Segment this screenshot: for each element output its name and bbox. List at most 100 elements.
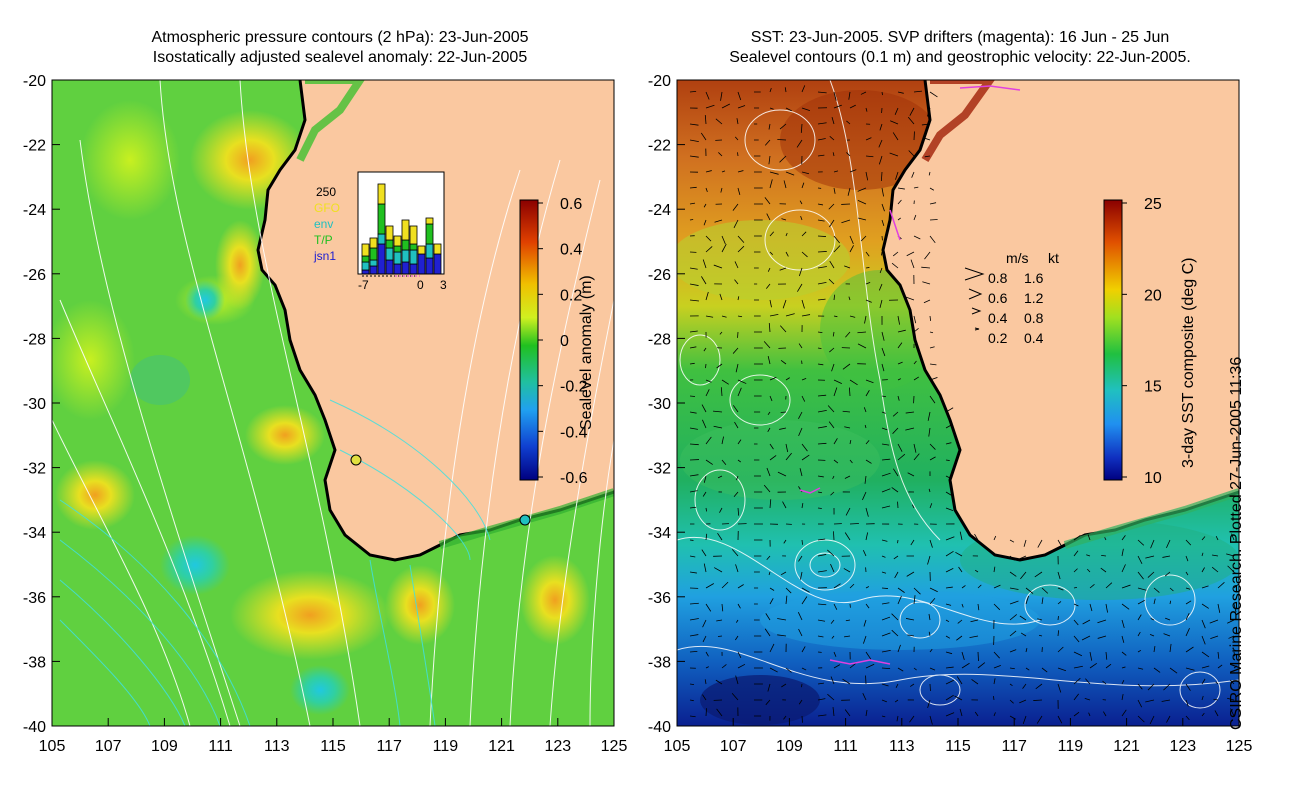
left-xtick-label: 125 (601, 738, 628, 755)
velocity-arrow (1073, 635, 1080, 643)
velocity-arrow (829, 347, 835, 353)
velocity-arrow (721, 459, 727, 466)
velocity-arrow (689, 330, 698, 333)
velocity-arrow (833, 91, 837, 101)
velocity-arrow (865, 379, 874, 384)
right-xtick-label: 125 (1226, 738, 1253, 755)
velocity-arrow (833, 294, 836, 301)
right-title-line1: SST: 23-Jun-2005. SVP drifters (magenta)… (750, 29, 1170, 46)
velocity-arrow (865, 282, 871, 285)
inset-bar-segment (409, 249, 418, 265)
velocity-arrow (958, 566, 963, 573)
velocity-arrow (769, 231, 775, 237)
velocity-arrow (713, 410, 723, 413)
velocity-arrow (897, 395, 900, 401)
velocity-arrow (945, 424, 953, 429)
velocity-arrow (832, 707, 835, 717)
velocity-arrow (702, 491, 707, 497)
inset-bar-segment (401, 249, 410, 263)
velocity-arrow (1057, 646, 1064, 653)
velocity-arrow (945, 666, 954, 669)
velocity-arrow (945, 568, 954, 573)
velocity-arrow (732, 203, 739, 211)
velocity-arrow (801, 171, 810, 175)
velocity-arrow (892, 276, 899, 285)
velocity-arrow (1201, 678, 1206, 685)
velocity-arrow (1073, 535, 1081, 541)
velocity-arrow (1137, 614, 1142, 621)
velocity-arrow (801, 667, 807, 671)
right-ytick-label: -26 (648, 267, 671, 284)
velocity-arrow (720, 187, 723, 193)
velocity-arrow (865, 507, 869, 517)
velocity-arrow (817, 714, 827, 717)
velocity-arrow (1121, 679, 1125, 685)
velocity-arrow (1009, 539, 1015, 543)
velocity-arrow (827, 405, 835, 413)
left-xtick-label: 117 (376, 738, 402, 755)
inset-bar-segment (361, 269, 370, 275)
velocity-arrow (974, 569, 979, 573)
velocity-arrow (897, 378, 901, 381)
sla-colorbar-tick: 0.2 (560, 287, 582, 304)
velocity-arrow (929, 715, 933, 725)
velocity-arrow (721, 603, 724, 612)
left-ytick-label: -34 (23, 525, 46, 542)
velocity-arrow (705, 436, 712, 445)
velocity-arrow (1185, 600, 1192, 605)
velocity-arrow (907, 472, 915, 477)
velocity-arrow (714, 567, 723, 573)
left-xtick-label: 105 (39, 738, 66, 755)
velocity-arrow (689, 283, 699, 286)
velocity-arrow (1022, 715, 1027, 725)
velocity-arrow (1153, 667, 1161, 673)
velocity-arrow (862, 550, 867, 557)
inset-bar-segment (401, 261, 410, 275)
velocity-arrow (1121, 619, 1125, 629)
sla-colorbar (519, 199, 539, 481)
velocity-arrow (911, 504, 915, 509)
velocity-arrow (1121, 651, 1127, 656)
velocity-arrow (881, 91, 883, 96)
velocity-arrow (961, 651, 965, 661)
velocity-arrow (1169, 587, 1174, 592)
velocity-arrow (713, 425, 723, 429)
velocity-arrow (879, 123, 883, 131)
velocity-arrow (863, 635, 867, 644)
velocity-arrow (705, 91, 710, 100)
velocity-arrow (907, 634, 915, 637)
left-ytick-label: -26 (23, 267, 46, 284)
left-title-line2: Isostatically adjusted sealevel anomaly:… (152, 49, 528, 66)
velocity-arrow (945, 635, 951, 639)
velocity-arrow (959, 531, 963, 541)
velocity-arrow (913, 453, 920, 461)
velocity-arrow (817, 235, 827, 237)
inset-bar-segment (377, 233, 386, 245)
velocity-arrow (894, 571, 899, 579)
velocity-key-ms: 0.2 (988, 330, 1008, 346)
velocity-arrow (817, 410, 827, 413)
velocity-arrow (881, 505, 891, 509)
inset-bar-segment (433, 253, 442, 275)
velocity-arrow (909, 715, 915, 723)
velocity-arrow (1057, 601, 1062, 605)
velocity-arrow (828, 203, 835, 210)
velocity-arrow (716, 708, 723, 717)
velocity-arrow (780, 571, 787, 576)
velocity-arrow (1215, 681, 1219, 685)
velocity-arrow (913, 667, 917, 671)
velocity-arrow (893, 555, 899, 560)
velocity-arrow (733, 219, 739, 229)
velocity-arrow (929, 456, 936, 461)
velocity-arrow (777, 618, 787, 621)
velocity-arrow (945, 603, 952, 606)
velocity-arrow (864, 315, 867, 324)
velocity-arrow (929, 187, 935, 191)
velocity-arrow (1145, 555, 1155, 559)
inset-bar-segment (417, 245, 426, 255)
velocity-arrow (1211, 566, 1219, 573)
velocity-arrow (705, 583, 714, 589)
velocity-arrow (801, 539, 803, 545)
velocity-arrow (906, 571, 915, 577)
